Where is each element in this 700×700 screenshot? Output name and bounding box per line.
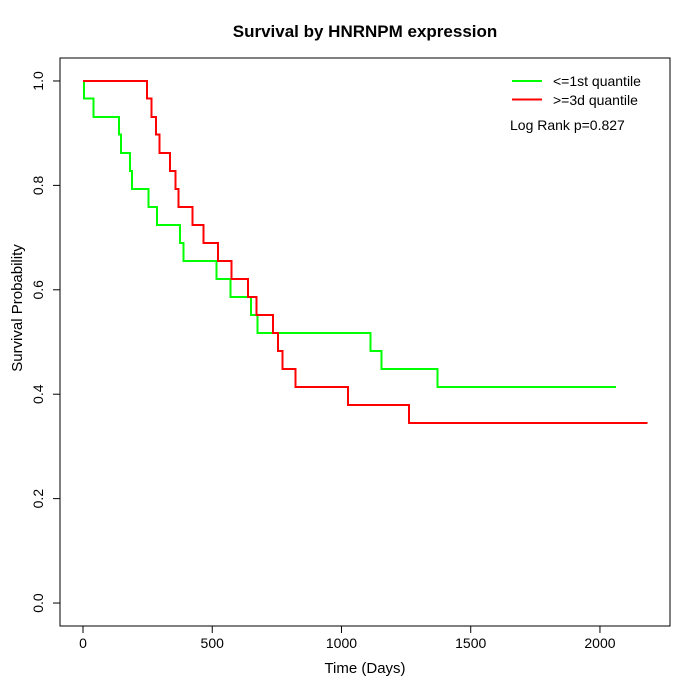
legend: <=1st quantile >=3d quantile Log Rank p=… — [510, 73, 641, 133]
y-tick-label: 0.4 — [30, 384, 46, 404]
legend-label-first-quantile: <=1st quantile — [553, 73, 641, 89]
y-tick-label: 0.2 — [30, 489, 46, 509]
y-axis-label: Survival Probability — [9, 244, 26, 372]
x-axis-label: Time (Days) — [324, 660, 405, 677]
x-tick-label: 2000 — [584, 635, 615, 651]
x-tick-label: 500 — [201, 635, 225, 651]
axis-ticks: 0 500 1000 1500 2000 0.0 0.2 0.4 0.6 0.8 1.0 — [30, 71, 616, 651]
x-tick-label: 0 — [79, 635, 87, 651]
plot-box — [59, 57, 671, 627]
survival-curve-low-expression — [82, 79, 616, 388]
chart-title: Survival by HNRNPM expression — [233, 22, 498, 41]
survival-curve-high-expression — [83, 79, 648, 424]
y-tick-label: 0.0 — [30, 593, 46, 613]
y-tick-label: 0.8 — [30, 175, 46, 195]
legend-label-third-quantile: >=3d quantile — [553, 92, 638, 108]
log-rank-annotation: Log Rank p=0.827 — [510, 117, 625, 133]
x-tick-label: 1000 — [326, 635, 357, 651]
survival-curves — [82, 79, 648, 424]
y-tick-label: 0.6 — [30, 280, 46, 300]
y-tick-label: 1.0 — [30, 71, 46, 91]
x-tick-label: 1500 — [455, 635, 486, 651]
